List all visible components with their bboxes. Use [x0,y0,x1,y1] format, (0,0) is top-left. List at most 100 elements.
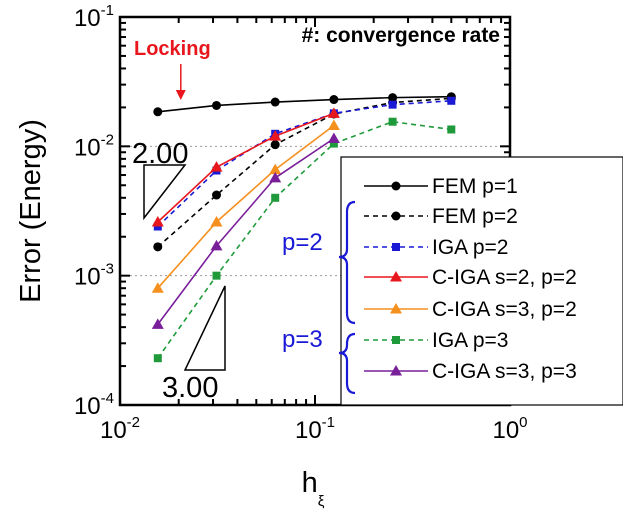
data-point [329,139,338,148]
legend-label: FEM p=2 [432,205,518,228]
legend-swatch-marker [391,181,401,191]
data-point [211,190,221,200]
legend-label: C-IGA s=3, p=2 [432,298,577,321]
slope-triangle-3 [183,285,226,371]
data-point [388,100,397,109]
y-tick-label-base: 10 [74,264,101,291]
y-tick-label-exponent: -3 [101,261,114,278]
y-axis-label: Error (Energy) [15,119,47,303]
data-point [151,318,164,329]
y-tick-label-base: 10 [74,393,101,420]
data-point [153,107,163,117]
legend-swatch-marker [390,271,402,282]
slope-label-2: 2.00 [132,138,188,170]
series-line [157,97,452,248]
y-tick-label: 10-4 [74,390,114,420]
data-point [447,96,456,105]
x-tick-label-base: 10 [295,417,322,444]
legend-label: IGA p=2 [432,236,508,259]
data-point [327,132,340,143]
legend-label: FEM p=1 [432,175,518,198]
y-tick-label: 10-2 [74,131,114,161]
data-point [151,215,164,227]
legend-label: IGA p=3 [432,329,508,352]
x-tick-label-base: 10 [492,417,519,444]
legend-swatch-marker [391,211,401,221]
y-tick-label-exponent: -1 [101,2,114,19]
data-point [210,239,223,251]
legend-label: C-IGA s=3, p=3 [432,360,577,383]
x-tick-label-exponent: 0 [519,414,527,431]
series-4 [151,119,340,293]
data-point [270,97,280,107]
brace-p2 [338,200,356,325]
data-point [153,242,163,252]
series-6 [151,132,340,329]
series-line [157,120,452,359]
legend-entry-3: C-IGA s=2, p=2 [364,266,577,289]
data-point [211,100,221,110]
data-point [212,271,221,280]
y-tick-label-base: 10 [74,134,101,161]
x-axis-label-main: h [302,467,318,499]
data-point [153,354,162,363]
x-tick-label-exponent: -1 [322,414,335,431]
legend-swatch-marker [390,365,402,376]
data-point [269,163,282,175]
data-point [269,130,282,141]
series-line [157,124,335,289]
legend-swatch-marker [392,243,400,251]
x-tick-label: 10-2 [100,414,140,444]
series-line [157,112,335,223]
series-line [157,95,452,113]
x-tick-label: 10-1 [295,414,335,444]
legend-entry-6: C-IGA s=3, p=3 [364,360,577,383]
x-axis-label: hξ [302,467,325,510]
legend-swatch-marker [390,303,402,314]
data-point [447,125,456,134]
data-point [210,215,223,227]
data-point [327,107,340,118]
chart-title: #: convergence rate [302,24,500,47]
legend-box [340,156,623,406]
slope-label-3: 3.00 [162,372,218,404]
series-3 [151,107,340,227]
group-label-p2: p=2 [282,229,323,256]
legend-swatch-marker [392,336,400,344]
legend-entry-1: FEM p=2 [364,205,518,228]
locking-arrow-head [175,90,186,100]
legend-entry-0: FEM p=1 [364,175,518,198]
y-tick-label-exponent: -4 [101,390,114,407]
slope-triangle-2 [143,164,187,221]
legend: FEM p=1 FEM p=2 IGA p=2 C-IGA s=2, p=2 C-IGA… [282,156,623,406]
data-point [270,140,280,150]
y-tick-label-base: 10 [74,5,101,32]
x-tick-label: 100 [492,414,527,444]
group-label-p3: p=3 [282,326,323,353]
annotations-layer: Locking 2.00 3.00 [132,38,226,404]
y-tick-label: 10-1 [74,2,114,32]
x-axis-label-subscript: ξ [318,493,325,510]
y-tick-label: 10-3 [74,261,114,291]
x-tick-label-base: 10 [100,417,127,444]
legend-label: C-IGA s=2, p=2 [432,266,577,289]
series-line [157,99,452,228]
data-point [151,282,164,293]
data-point [210,161,223,172]
series-layer [151,92,456,363]
y-tick-label-exponent: -2 [101,131,114,148]
series-5 [153,117,456,363]
data-point [327,119,340,130]
data-point [271,193,280,202]
data-point [329,95,339,105]
legend-entry-5: IGA p=3 [364,329,508,352]
brace-p3 [338,332,356,395]
legend-entry-4: C-IGA s=3, p=2 [364,298,577,321]
series-line [157,137,335,325]
x-tick-label-exponent: -2 [127,414,140,431]
data-point [269,171,282,183]
legend-entry-2: IGA p=2 [364,236,508,259]
locking-label: Locking [134,38,211,60]
